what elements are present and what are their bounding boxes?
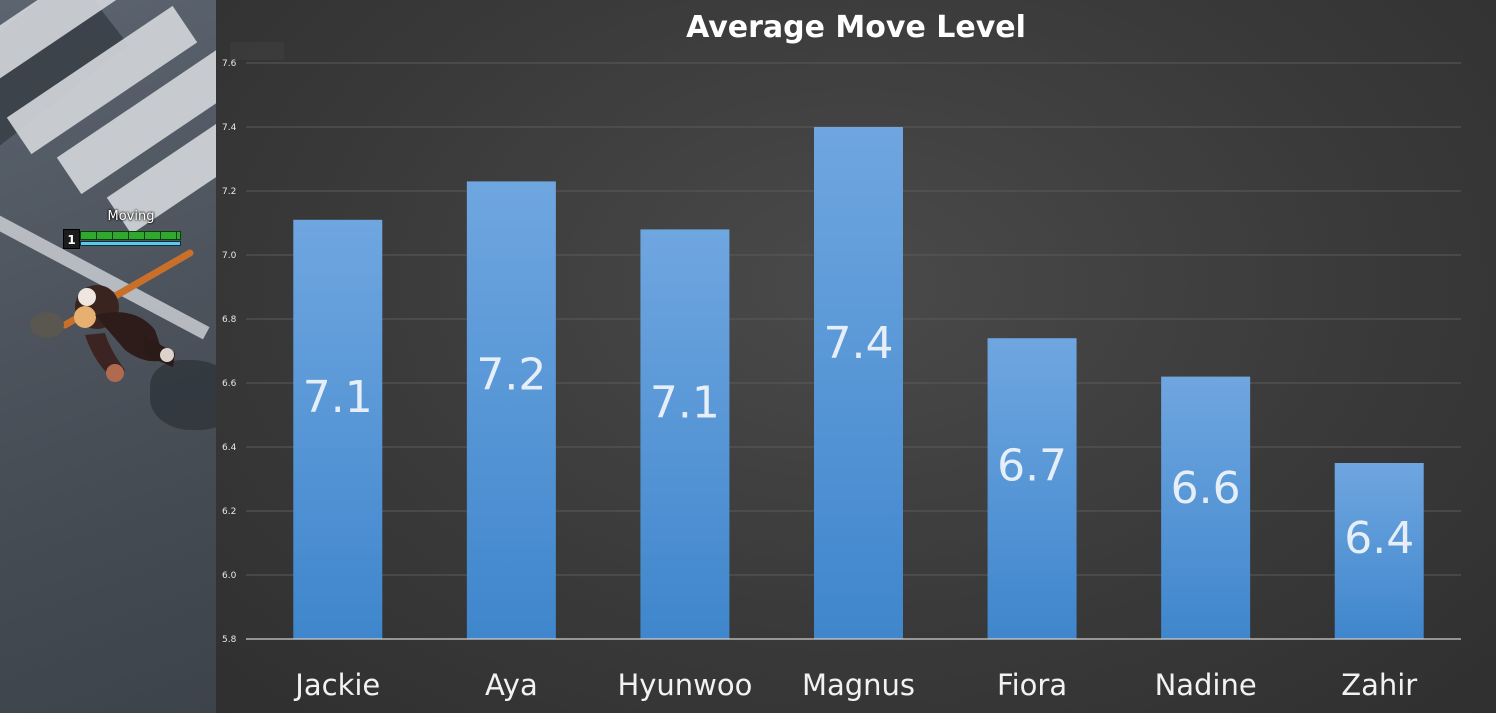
y-tick-label: 6.0	[222, 571, 237, 581]
data-label: 7.1	[650, 377, 720, 428]
bars	[293, 127, 1424, 640]
y-tick-label: 6.6	[222, 379, 237, 389]
data-label: 7.1	[303, 372, 373, 423]
data-label: 6.4	[1344, 513, 1414, 564]
data-label: 6.7	[997, 441, 1067, 492]
data-labels: 7.1 7.2 7.1 7.4 6.7 6.6 6.4	[303, 318, 1414, 564]
data-label: 6.6	[1171, 463, 1241, 514]
bar-jackie	[293, 219, 383, 640]
bar-hyunwoo	[640, 229, 730, 639]
character-sprite[interactable]	[25, 245, 216, 395]
y-tick-label: 7.6	[222, 59, 237, 69]
data-label: 7.2	[476, 350, 546, 401]
x-tick-label: Jackie	[293, 668, 380, 702]
y-tick-label: 6.4	[222, 443, 237, 453]
hp-bar-fill	[80, 231, 181, 240]
bar-chart: 5.86.06.26.46.66.87.07.27.47.6 7.1 7.27.1…	[222, 59, 1461, 702]
bar-fiora	[987, 338, 1077, 639]
x-axis-labels: Jackie Aya Hyunwoo Magnus Fiora Nadine Zahir	[293, 668, 1417, 702]
chart-panel: Average Move Level 5.8 6.0 6.2 6.4 6.6 6.8 7.0…	[216, 0, 1496, 713]
x-tick-label: Aya	[485, 668, 538, 702]
x-tick-label: Nadine	[1155, 668, 1257, 702]
y-tick-label: 7.4	[222, 123, 237, 133]
y-tick-label: 5.8	[222, 635, 237, 645]
sp-bar-fill	[80, 241, 181, 246]
ground-shadow	[150, 360, 216, 430]
x-tick-label: Hyunwoo	[617, 668, 752, 702]
bar-magnus	[814, 127, 903, 639]
y-tick-label: 7.2	[222, 187, 236, 197]
y-tick-label: 7.0	[222, 251, 237, 261]
y-tick-label: 6.2	[222, 507, 236, 517]
data-label: 7.4	[824, 318, 894, 369]
unit-level-badge: 1	[63, 229, 80, 249]
x-tick-label: Magnus	[802, 668, 915, 702]
bar-zahir	[1334, 463, 1424, 639]
bar-aya	[466, 181, 556, 639]
unit-status-label: Moving	[107, 209, 155, 224]
bar-nadine	[1161, 376, 1251, 639]
corner-tag	[230, 42, 284, 60]
chart-title: Average Move Level	[686, 10, 1026, 45]
x-tick-label: Fiora	[997, 668, 1067, 702]
game-viewport[interactable]: Moving 1	[0, 0, 216, 713]
y-tick-label: 6.8	[222, 315, 237, 325]
x-tick-label: Zahir	[1341, 668, 1417, 702]
unit-health-bar: 1	[63, 229, 183, 249]
y-axis-ticks: 5.8 6.0 6.2 6.4 6.6 6.8 7.0 7.2 7.4 7.6	[222, 59, 237, 645]
